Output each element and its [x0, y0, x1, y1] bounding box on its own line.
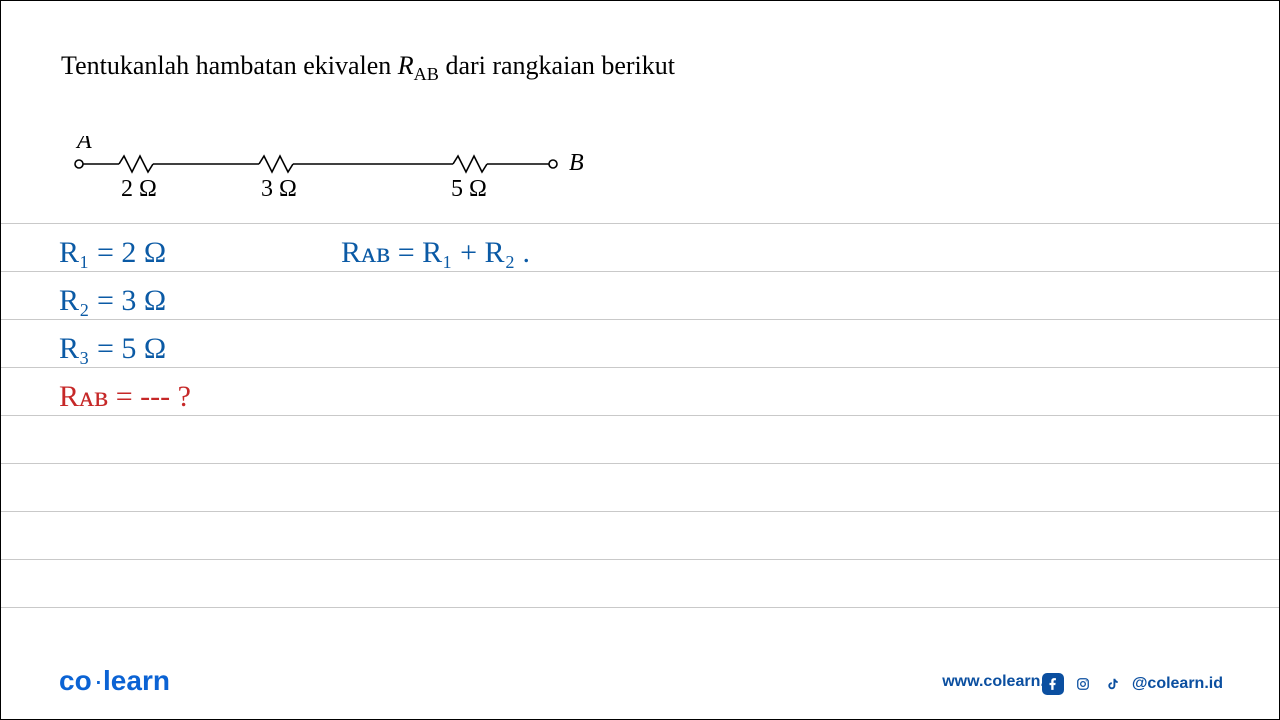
ruled-line [1, 415, 1279, 416]
question-post: dari rangkaian berikut [439, 51, 675, 80]
ruled-line [1, 463, 1279, 464]
node-b-label: B [569, 150, 584, 176]
ruled-line [1, 271, 1279, 272]
ruled-line [1, 607, 1279, 608]
r2-label: 3 Ω [261, 176, 297, 202]
tiktok-icon [1102, 673, 1124, 695]
page: Tentukanlah hambatan ekivalen RAB dari r… [0, 0, 1280, 720]
question-var: R [398, 51, 414, 80]
logo-post: learn [103, 665, 170, 696]
logo-dot: · [92, 665, 103, 696]
r3-label: 5 Ω [451, 176, 487, 202]
ruled-line [1, 367, 1279, 368]
given-line-3: Rᴀʙ = --- ? [59, 380, 191, 414]
circuit-diagram: A B 2 Ω 3 Ω 5 Ω [71, 136, 631, 216]
ruled-line [1, 511, 1279, 512]
social-handle: @colearn.id [1132, 675, 1223, 693]
question-sub: AB [414, 64, 439, 84]
social-icons: @colearn.id [1042, 673, 1223, 695]
given-line-0: R₁ = 2 Ω [59, 236, 166, 270]
work-line-0: Rᴀʙ = R₁ + R₂ . [341, 236, 530, 270]
question-pre: Tentukanlah hambatan ekivalen [61, 51, 398, 80]
ruled-line [1, 223, 1279, 224]
footer: co·learn www.colearn.id @colearn.id [1, 657, 1279, 697]
logo-pre: co [59, 665, 92, 696]
brand-logo: co·learn [59, 665, 170, 697]
question-text: Tentukanlah hambatan ekivalen RAB dari r… [61, 51, 675, 85]
instagram-icon [1072, 673, 1094, 695]
r1-label: 2 Ω [121, 176, 157, 202]
ruled-line [1, 319, 1279, 320]
given-line-1: R₂ = 3 Ω [59, 284, 166, 318]
node-a-label: A [75, 136, 92, 154]
facebook-icon [1042, 673, 1064, 695]
given-line-2: R₃ = 5 Ω [59, 332, 166, 366]
ruled-line [1, 559, 1279, 560]
